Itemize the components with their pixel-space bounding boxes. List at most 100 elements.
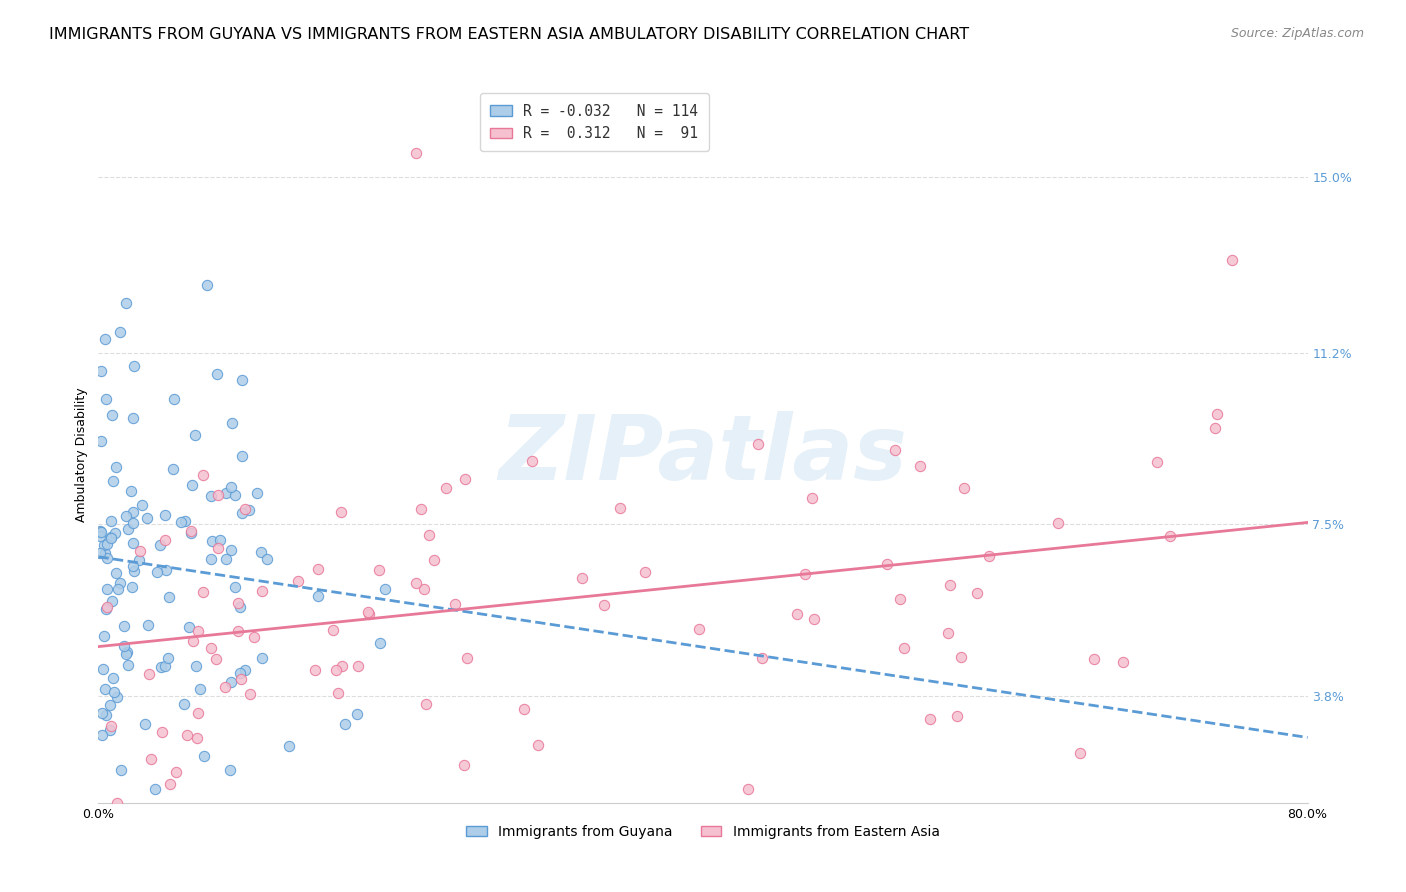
Point <box>94 681 117 696</box>
Point <box>100 531 122 545</box>
Point <box>233 663 256 677</box>
Text: ZIPatlas: ZIPatlas <box>499 411 907 499</box>
Point <box>634 565 657 579</box>
Point <box>367 563 389 577</box>
Point <box>101 671 124 685</box>
Point <box>434 481 457 495</box>
Point <box>423 553 446 567</box>
Point <box>368 635 391 649</box>
Point <box>100 515 122 529</box>
Point <box>173 697 195 711</box>
Point <box>418 528 440 542</box>
Point <box>200 489 222 503</box>
Point <box>156 651 179 665</box>
Point <box>231 449 253 463</box>
Point <box>246 486 269 500</box>
Point <box>91 662 114 676</box>
Point <box>330 658 353 673</box>
Point <box>876 557 898 571</box>
Point <box>122 359 145 373</box>
Point <box>162 462 184 476</box>
Point <box>256 552 278 566</box>
Point <box>128 553 150 567</box>
Point <box>121 483 143 498</box>
Point <box>200 641 222 656</box>
Point <box>347 658 370 673</box>
Point <box>231 373 253 387</box>
Point <box>135 511 157 525</box>
Point <box>94 332 117 346</box>
Point <box>329 505 352 519</box>
Point <box>107 582 129 596</box>
Point <box>405 146 427 161</box>
Point <box>979 549 1001 563</box>
Point <box>214 680 236 694</box>
Point <box>100 530 122 544</box>
Point <box>131 499 153 513</box>
Point <box>190 681 212 696</box>
Point <box>908 459 931 474</box>
Point <box>159 777 181 791</box>
Point <box>180 524 202 538</box>
Point <box>889 592 911 607</box>
Point <box>793 566 815 581</box>
Point <box>138 667 160 681</box>
Point <box>224 580 246 594</box>
Point <box>307 589 329 603</box>
Point <box>191 468 214 483</box>
Point <box>454 472 477 486</box>
Point <box>966 585 988 599</box>
Point <box>187 706 209 721</box>
Point <box>215 552 238 566</box>
Point <box>121 516 143 530</box>
Point <box>89 528 111 542</box>
Point <box>229 672 252 686</box>
Point <box>122 558 145 573</box>
Point <box>117 523 139 537</box>
Point <box>456 651 478 665</box>
Point <box>229 600 252 615</box>
Point <box>250 650 273 665</box>
Text: IMMIGRANTS FROM GUYANA VS IMMIGRANTS FROM EASTERN ASIA AMBULATORY DISABILITY COR: IMMIGRANTS FROM GUYANA VS IMMIGRANTS FRO… <box>49 27 969 42</box>
Text: Source: ZipAtlas.com: Source: ZipAtlas.com <box>1230 27 1364 40</box>
Point <box>949 650 972 665</box>
Point <box>801 491 824 505</box>
Point <box>893 641 915 656</box>
Point <box>143 781 166 796</box>
Point <box>526 738 548 752</box>
Point <box>122 564 145 578</box>
Point <box>571 571 593 585</box>
Point <box>94 546 117 560</box>
Point <box>179 620 201 634</box>
Point <box>110 764 132 778</box>
Point <box>145 566 167 580</box>
Point <box>122 410 145 425</box>
Point <box>409 502 432 516</box>
Point <box>93 538 115 552</box>
Point <box>90 364 112 378</box>
Point <box>184 658 207 673</box>
Point <box>96 599 118 614</box>
Point <box>96 582 118 596</box>
Point <box>93 629 115 643</box>
Point <box>165 764 187 779</box>
Point <box>953 481 976 495</box>
Point <box>105 460 128 475</box>
Point <box>205 652 228 666</box>
Point <box>121 581 143 595</box>
Point <box>128 544 150 558</box>
Point <box>593 598 616 612</box>
Point <box>803 612 825 626</box>
Point <box>176 727 198 741</box>
Point <box>94 708 117 723</box>
Point <box>89 524 111 538</box>
Point <box>103 685 125 699</box>
Point <box>181 634 204 648</box>
Point <box>307 561 329 575</box>
Point <box>187 624 209 638</box>
Point <box>453 758 475 772</box>
Point <box>117 657 139 672</box>
Point <box>184 427 207 442</box>
Point <box>98 723 121 737</box>
Point <box>134 717 156 731</box>
